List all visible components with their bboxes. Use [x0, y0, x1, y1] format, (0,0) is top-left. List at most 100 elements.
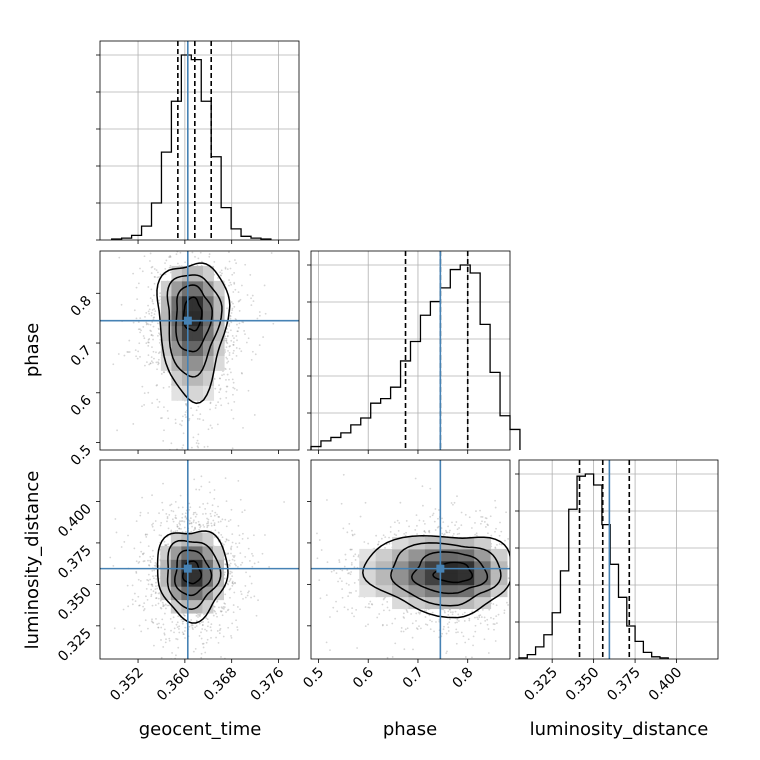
scatter-point [156, 623, 159, 626]
scatter-point [231, 584, 234, 587]
scatter-point [232, 302, 234, 305]
scatter-point [225, 341, 228, 344]
scatter-point [116, 429, 118, 432]
joint-phase-vs-luminosity-distance-xticklabel-2: 0.7 [400, 665, 427, 692]
scatter-point [406, 609, 408, 612]
density-cell [490, 572, 508, 586]
scatter-point [153, 247, 155, 249]
scatter-point [219, 387, 222, 390]
scatter-point [183, 215, 185, 217]
scatter-point [244, 596, 247, 599]
scatter-point [232, 343, 235, 346]
scatter-point [378, 613, 381, 615]
scatter-point [238, 322, 241, 325]
scatter-point [495, 615, 498, 618]
scatter-point [179, 251, 182, 254]
scatter-point [219, 397, 222, 400]
scatter-point [214, 224, 216, 226]
scatter-point [218, 516, 221, 518]
scatter-point [229, 577, 232, 580]
scatter-point [386, 606, 389, 609]
scatter-point [223, 602, 226, 605]
scatter-point [226, 385, 229, 388]
scatter-point [188, 522, 191, 525]
scatter-point [152, 350, 155, 353]
scatter-point [231, 358, 234, 360]
scatter-point [176, 262, 179, 265]
scatter-point [228, 563, 231, 566]
scatter-point [445, 531, 448, 534]
scatter-point [364, 501, 367, 504]
scatter-point [341, 588, 344, 590]
scatter-point [194, 255, 196, 258]
scatter-point [127, 351, 130, 353]
scatter-point [206, 524, 209, 527]
scatter-point [147, 286, 150, 288]
scatter-point [355, 608, 358, 611]
scatter-point [133, 309, 136, 312]
scatter-point [148, 564, 151, 567]
scatter-point [285, 576, 287, 578]
density-cell [408, 536, 426, 550]
scatter-point [224, 602, 227, 605]
scatter-point [300, 556, 302, 558]
scatter-point [181, 446, 184, 449]
scatter-point [232, 554, 234, 557]
scatter-point [224, 593, 227, 596]
scatter-point [182, 613, 185, 616]
joint-geocent-time-vs-luminosity-distance-plot-area [100, 460, 299, 659]
scatter-point [534, 597, 536, 599]
scatter-point [150, 360, 153, 363]
scatter-point [150, 314, 153, 317]
scatter-point [335, 600, 337, 603]
scatter-point [550, 570, 552, 572]
scatter-point [475, 510, 477, 512]
scatter-point [231, 558, 234, 561]
scatter-point [253, 562, 256, 565]
scatter-point [202, 524, 205, 526]
scatter-point [157, 626, 160, 629]
scatter-point [181, 516, 184, 519]
scatter-point [159, 333, 161, 336]
scatter-point [539, 606, 541, 608]
scatter-point [232, 583, 235, 585]
density-cell [490, 584, 508, 598]
density-cell [171, 355, 183, 371]
scatter-point [456, 528, 459, 531]
scatter-point [169, 254, 172, 257]
scatter-point [395, 534, 398, 537]
scatter-point [184, 413, 187, 416]
scatter-point [144, 533, 147, 536]
scatter-point [230, 339, 233, 342]
scatter-point [200, 637, 203, 640]
scatter-point [200, 475, 203, 478]
scatter-point [381, 624, 384, 627]
scatter-point [207, 518, 210, 521]
scatter-point [147, 391, 150, 394]
scatter-point [359, 515, 362, 518]
scatter-point [202, 419, 205, 422]
scatter-point [368, 606, 371, 609]
scatter-point [216, 233, 218, 235]
scatter-point [442, 521, 445, 524]
joint-geocent-time-vs-luminosity-distance-contour-1 [166, 539, 222, 610]
scatter-point [152, 361, 154, 364]
scatter-point [223, 558, 226, 561]
scatter-point [151, 569, 154, 572]
scatter-point [228, 284, 230, 287]
scatter-point [297, 533, 299, 535]
scatter-point [171, 621, 174, 623]
scatter-point [135, 570, 138, 573]
scatter-point [210, 636, 212, 639]
scatter-point [461, 613, 464, 616]
scatter-point [202, 249, 204, 251]
scatter-point [237, 524, 240, 527]
scatter-point [474, 522, 476, 524]
hist-luminosity-distance-frame [518, 459, 719, 660]
scatter-point [158, 351, 161, 354]
joint-geocent-time-vs-phase-contour-2 [175, 284, 213, 353]
scatter-point [247, 337, 250, 340]
scatter-point [348, 522, 351, 525]
scatter-point [150, 356, 153, 359]
scatter-point [512, 559, 514, 561]
